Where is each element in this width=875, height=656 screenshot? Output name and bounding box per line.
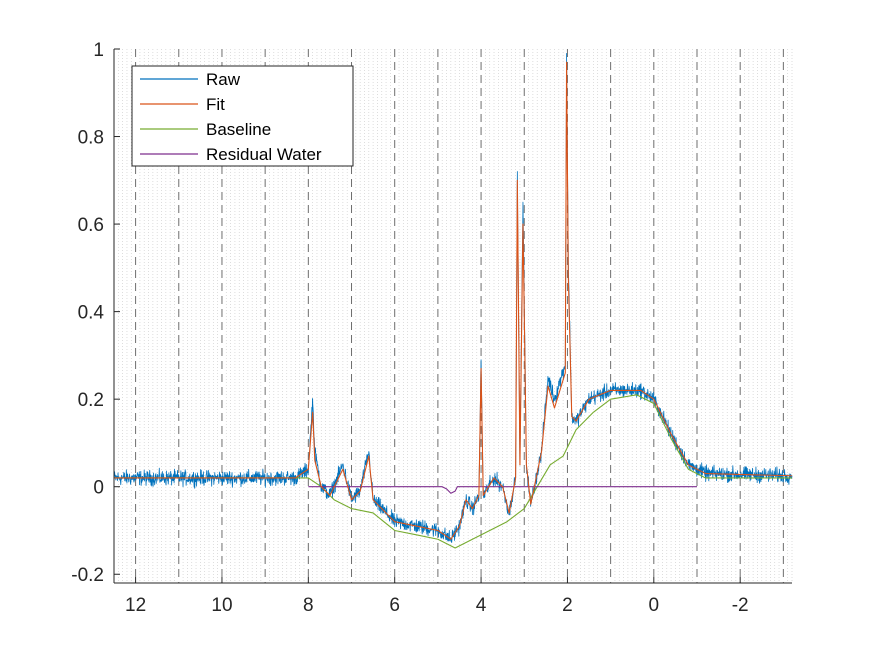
legend: Raw Fit Baseline Residual Water (131, 65, 354, 167)
series-line-baseline (114, 394, 792, 549)
x-tick-label: 2 (562, 595, 573, 616)
y-tick-label: 0.2 (78, 390, 104, 411)
x-tick-label: 12 (125, 595, 146, 616)
legend-label: Raw (206, 70, 241, 89)
major-gridlines (135, 49, 784, 583)
x-tick-label: 6 (389, 595, 400, 616)
series-layer (113, 52, 793, 549)
y-axis-ticks: -0.2 0 0.2 0.4 0.6 0.8 1 (71, 40, 120, 586)
y-tick-label: 0.6 (78, 215, 104, 236)
y-tick-label: -0.2 (71, 565, 104, 586)
y-tick-label: 0 (93, 478, 104, 499)
y-tick-label: 1 (93, 40, 104, 61)
x-tick-label: 0 (649, 595, 660, 616)
legend-label: Fit (206, 95, 225, 114)
y-tick-label: 0.8 (78, 128, 104, 149)
series-line-residual-water (308, 486, 697, 494)
minor-gridlines (113, 49, 793, 583)
x-tick-label: 10 (211, 595, 232, 616)
y-tick-label: 0.4 (78, 303, 105, 324)
series-line-fit (114, 61, 793, 540)
legend-label: Residual Water (206, 145, 322, 164)
legend-box (131, 65, 354, 167)
legend-label: Baseline (206, 120, 271, 139)
axes (113, 49, 792, 584)
x-tick-label: 8 (303, 595, 314, 616)
x-tick-label: -2 (732, 595, 749, 616)
x-axis-ticks: 12 10 8 6 4 2 0 -2 (125, 577, 749, 616)
x-tick-label: 4 (476, 595, 487, 616)
